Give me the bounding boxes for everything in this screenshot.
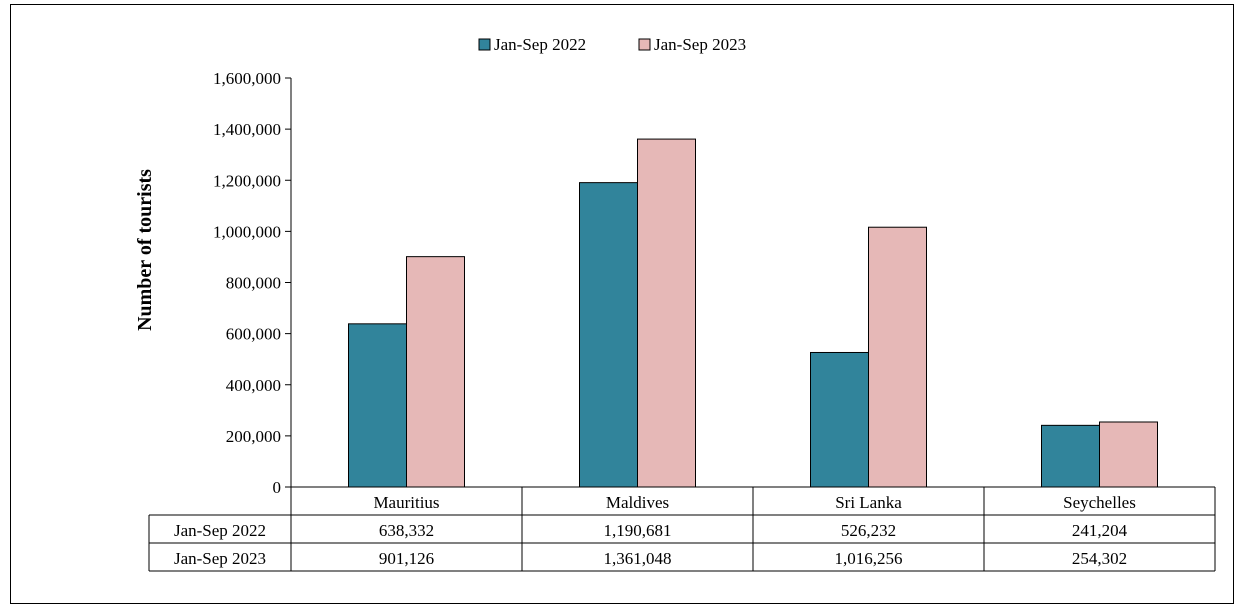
chart-frame: Jan-Sep 2022 Jan-Sep 2023 Number of touri… [10, 4, 1234, 604]
bar-2-mauritius [406, 256, 465, 488]
y-tick-label: 200,000 [226, 427, 281, 446]
bar-1-seychelles [1041, 424, 1100, 488]
bar-2-sri-lanka [868, 226, 927, 488]
data-label: 901,126 [379, 549, 434, 568]
legend-swatch-2 [638, 38, 651, 51]
bar-chart: Jan-Sep 2022 Jan-Sep 2023 Number of touri… [134, 35, 1216, 572]
legend: Jan-Sep 2022 Jan-Sep 2023 [478, 35, 746, 54]
x-tick-label: Mauritius [373, 493, 439, 512]
y-tick-label: 1,200,000 [213, 171, 281, 190]
legend-label-2: Jan-Sep 2023 [654, 35, 746, 54]
bar-1-sri-lanka [810, 351, 869, 488]
y-tick-label: 0 [273, 478, 282, 497]
y-tick-label: 1,600,000 [213, 69, 281, 88]
y-axis-label: Number of tourists [134, 169, 156, 331]
bar-2-maldives [637, 138, 696, 488]
x-tick-label: Seychelles [1063, 493, 1136, 512]
bar-2-seychelles [1099, 421, 1158, 488]
y-tick-label: 600,000 [226, 325, 281, 344]
legend-swatch-1 [478, 38, 491, 51]
y-tick-label: 800,000 [226, 274, 281, 293]
bars [348, 138, 1158, 488]
data-label: 638,332 [379, 521, 434, 540]
data-label: 1,361,048 [604, 549, 672, 568]
data-label: 241,204 [1072, 521, 1128, 540]
y-axis: 0 200,000 400,000 600,000 800,000 1,000,000 1,… [213, 69, 292, 497]
legend-label-1: Jan-Sep 2022 [494, 35, 586, 54]
y-tick-label: 400,000 [226, 376, 281, 395]
y-tick-label: 1,400,000 [213, 120, 281, 139]
x-tick-label: Maldives [606, 493, 669, 512]
bar-1-mauritius [348, 323, 407, 488]
data-label: 526,232 [841, 521, 896, 540]
y-tick-label: 1,000,000 [213, 222, 281, 241]
table-row-label: Jan-Sep 2023 [174, 549, 266, 568]
x-tick-label: Sri Lanka [835, 493, 902, 512]
data-label: 254,302 [1072, 549, 1127, 568]
data-label: 1,016,256 [835, 549, 903, 568]
table-row-label: Jan-Sep 2022 [174, 521, 266, 540]
data-table: Mauritius Maldives Sri Lanka Seychelles Jan-… [148, 486, 1216, 572]
data-label: 1,190,681 [604, 521, 672, 540]
bar-1-maldives [579, 182, 638, 488]
